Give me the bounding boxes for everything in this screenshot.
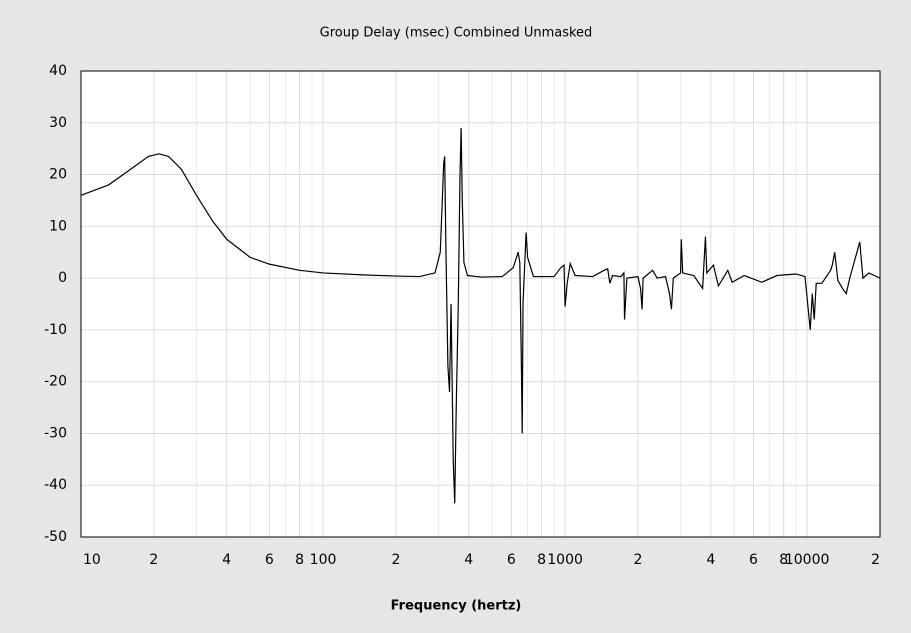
x-tick-label: 4 (222, 552, 231, 568)
x-tick-label: 8 (295, 552, 304, 568)
x-tick-label: 2 (633, 552, 642, 568)
x-tick-label: 2 (871, 552, 880, 568)
y-tick-label: 10 (49, 218, 67, 234)
x-tick-label: 8 (779, 552, 788, 568)
y-tick-label: 20 (49, 167, 67, 183)
y-tick-label: -10 (44, 322, 67, 338)
x-axis-label: Frequency (hertz) (391, 599, 522, 614)
x-tick-label: 4 (706, 552, 715, 568)
y-tick-label: -30 (44, 425, 67, 441)
x-tick-label: 2 (149, 552, 158, 568)
x-tick-label: 10000 (785, 552, 830, 568)
line-series (80, 127, 881, 504)
plot-area (81, 71, 880, 537)
y-tick-label: 40 (49, 63, 67, 79)
plot-border (80, 70, 881, 538)
y-tick-label: -20 (44, 374, 67, 390)
x-tick-label: 8 (537, 552, 546, 568)
chart-title: Group Delay (msec) Combined Unmasked (320, 26, 593, 41)
y-tick-label: 0 (58, 270, 67, 286)
x-tick-label: 6 (265, 552, 274, 568)
x-tick-label: 2 (391, 552, 400, 568)
x-tick-label: 100 (310, 552, 337, 568)
x-tick-label: 6 (749, 552, 758, 568)
y-tick-label: -40 (44, 477, 67, 493)
y-tick-label: -50 (44, 529, 67, 545)
y-tick-label: 30 (49, 115, 67, 131)
x-tick-label: 1000 (547, 552, 583, 568)
x-tick-label: 10 (83, 552, 101, 568)
x-tick-label: 6 (507, 552, 516, 568)
x-tick-label: 4 (464, 552, 473, 568)
